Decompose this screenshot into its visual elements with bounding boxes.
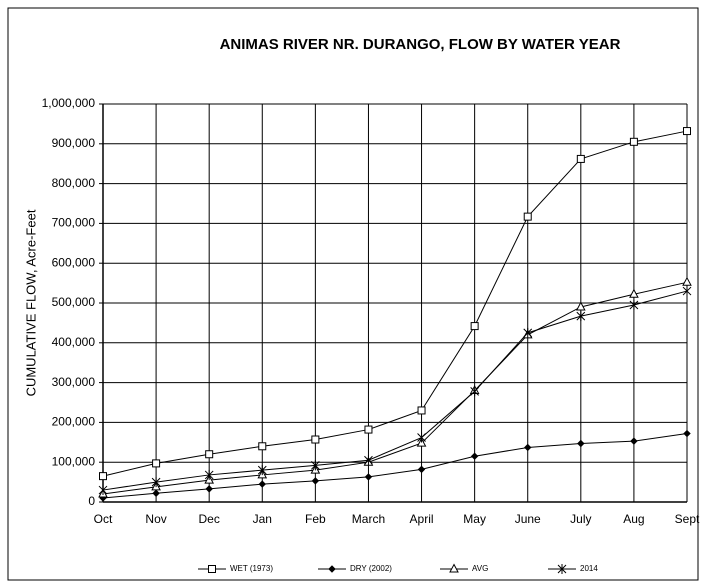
chart-title: ANIMAS RIVER NR. DURANGO, FLOW BY WATER … [220,36,621,53]
x-tick-label: July [570,512,591,526]
marker [577,439,585,448]
marker [364,425,373,434]
y-tick-label: 900,000 [52,136,96,150]
series-line [102,290,688,491]
marker [470,386,479,397]
series-line [102,281,688,495]
marker [524,443,532,452]
marker [629,299,639,310]
marker [152,459,161,468]
x-tick-label: April [410,512,434,526]
marker [417,432,426,443]
marker [364,473,373,481]
marker [258,442,267,451]
legend-marker [449,563,459,573]
y-tick-label: 100,000 [52,454,96,468]
y-tick-label: 800,000 [52,176,96,190]
x-tick-label: March [352,512,385,526]
marker [470,322,479,331]
y-tick-label: 1,000,000 [42,96,96,110]
marker [470,452,479,460]
y-tick-label: 500,000 [52,295,96,309]
marker [311,460,320,471]
legend-marker [328,565,336,573]
marker [417,465,426,474]
x-tick-label: Aug [623,512,644,526]
marker [151,477,161,488]
legend-label: 2014 [580,564,598,573]
x-tick-label: June [515,512,541,526]
marker [417,406,426,415]
y-axis-label: CUMULATIVE FLOW, Acre-Feet [23,209,38,396]
y-tick-label: 400,000 [52,335,96,349]
y-tick-label: 300,000 [52,375,96,389]
marker [576,311,586,322]
series-line [102,130,688,477]
chart-border [7,7,699,581]
legend-label: DRY (2002) [350,564,392,573]
marker [98,485,108,496]
marker [523,212,532,221]
x-tick-label: Sept [675,512,700,526]
marker [364,455,373,466]
marker [311,477,320,485]
marker [576,154,585,163]
series-line [102,433,688,499]
marker [257,465,267,476]
marker [629,137,638,146]
legend-marker [208,565,216,573]
x-tick-label: Feb [305,512,326,526]
x-tick-label: Jan [253,512,272,526]
marker [629,288,639,298]
legend-label: AVG [472,564,488,573]
legend-label: WET (1973) [230,564,273,573]
x-tick-label: Oct [94,512,113,526]
x-tick-label: May [463,512,486,526]
marker [630,437,638,445]
y-tick-label: 600,000 [52,255,96,269]
x-tick-label: Nov [145,512,166,526]
marker [204,469,214,480]
marker [683,429,691,438]
marker [311,435,320,444]
y-tick-label: 700,000 [52,216,96,230]
marker [99,472,107,481]
legend-marker [557,564,567,574]
marker [205,450,214,459]
marker [258,480,266,488]
marker [575,301,586,311]
x-tick-label: Dec [199,512,220,526]
marker [682,276,692,286]
marker [683,127,691,136]
marker [523,327,533,338]
y-tick-label: 200,000 [52,415,96,429]
marker [205,485,213,493]
marker [682,286,692,297]
marker [152,489,160,497]
y-tick-label: 0 [88,494,95,508]
